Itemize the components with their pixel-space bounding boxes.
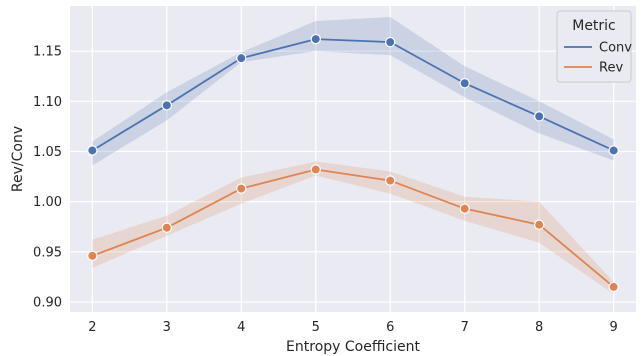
data-point-rev: [161, 222, 173, 233]
series-line-conv: [91, 38, 615, 152]
x-tick-label: 2: [88, 320, 96, 335]
data-point-rev: [533, 219, 545, 230]
data-point-conv: [87, 145, 98, 156]
series-lines: [91, 38, 615, 288]
legend-items: Conv Rev: [564, 41, 632, 76]
confidence-band-conv: [92, 17, 614, 166]
legend-label-rev: Rev: [599, 61, 623, 76]
y-tick-label: 1.00: [33, 195, 62, 210]
data-point-conv: [161, 100, 173, 111]
x-tick-label: 4: [237, 320, 245, 335]
data-point-rev: [236, 183, 247, 194]
x-tick-labels: 2 3 4 5 6 7 8 9: [88, 320, 618, 335]
confidence-bands: [92, 17, 614, 294]
confidence-band-rev: [92, 161, 614, 294]
x-tick-label: 7: [461, 320, 469, 335]
series-line-rev: [92, 168, 615, 288]
data-point-conv: [533, 111, 545, 122]
y-tick-label: 1.15: [33, 45, 62, 60]
y-axis-label: Rev/Conv: [10, 126, 26, 192]
data-point-conv: [385, 36, 396, 48]
legend-title: Metric: [572, 18, 616, 34]
x-tick-label: 6: [386, 320, 394, 335]
data-point-rev: [608, 281, 619, 293]
y-tick-labels: 0.90 0.95 1.00 1.05 1.10 1.15: [33, 45, 62, 311]
data-point-rev: [459, 203, 470, 214]
data-point-rev: [385, 175, 396, 186]
x-tick-label: 9: [610, 320, 618, 335]
data-point-conv: [608, 145, 619, 156]
y-tick-label: 1.10: [33, 95, 62, 110]
legend-label-conv: Conv: [599, 41, 632, 56]
data-points: [87, 33, 619, 293]
y-tick-label: 1.05: [33, 145, 62, 160]
x-axis-label: Entropy Coefficient: [286, 339, 420, 355]
legend: Metric Conv Rev: [556, 10, 632, 83]
plot-area: [70, 6, 636, 312]
x-tick-label: 5: [312, 320, 320, 335]
data-point-conv: [310, 33, 321, 45]
data-point-conv: [459, 78, 470, 89]
y-tick-label: 0.95: [33, 245, 62, 260]
data-point-rev: [310, 164, 321, 175]
x-tick-label: 3: [163, 320, 171, 335]
legend-box: [556, 10, 632, 83]
data-point-rev: [87, 250, 98, 262]
y-tick-label: 0.90: [33, 295, 62, 310]
data-point-conv: [236, 52, 247, 64]
x-tick-label: 8: [535, 320, 543, 335]
